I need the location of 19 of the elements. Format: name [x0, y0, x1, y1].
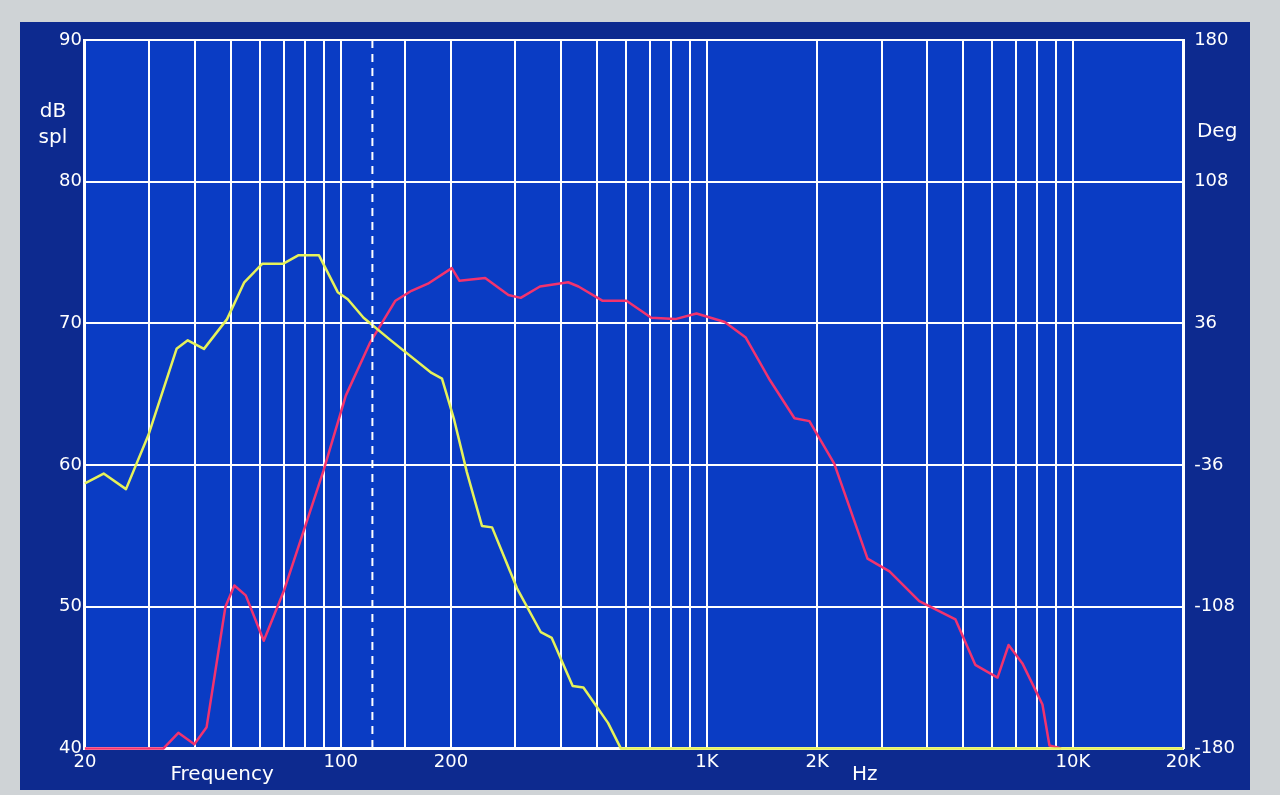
- x-tick-label: 2K: [805, 749, 830, 771]
- x-tick-label: 10K: [1055, 749, 1092, 771]
- y-tick-label: 70: [59, 311, 82, 333]
- x-tick-label: 200: [433, 749, 469, 771]
- x-tick-label: 100: [323, 749, 358, 771]
- y2-tick-label: 36: [1194, 311, 1218, 333]
- y2-axis-title: Deg: [1196, 118, 1238, 143]
- y2-tick-label: 180: [1194, 27, 1229, 49]
- y2-tick-label: -108: [1194, 594, 1236, 616]
- x-tick-label: 1K: [695, 749, 720, 771]
- text: Hz: [851, 760, 878, 785]
- y-tick-label: 60: [59, 452, 82, 474]
- y-axis-title: dB spl: [38, 98, 68, 149]
- x-axis-title: Frequency: [170, 760, 275, 785]
- y-tick-label: 50: [59, 594, 82, 616]
- y2-tick-label: 108: [1194, 169, 1229, 191]
- y2-tick-label: -36: [1194, 452, 1224, 474]
- y-tick-label: 90: [59, 27, 82, 49]
- y-tick-label: 80: [59, 169, 82, 191]
